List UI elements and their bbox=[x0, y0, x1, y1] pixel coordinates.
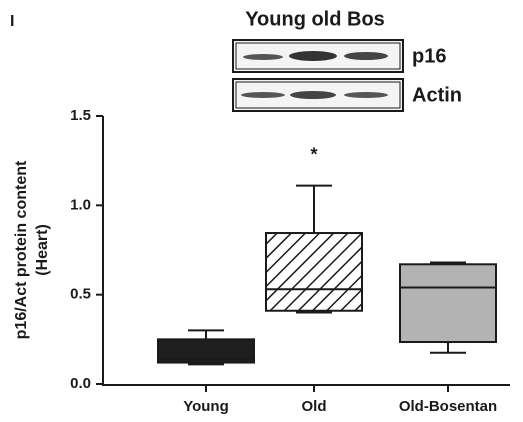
y-axis-label: p16/Act protein content bbox=[13, 160, 30, 339]
x-tick-label: Old-Bosentan bbox=[399, 398, 497, 415]
blot bbox=[232, 39, 404, 112]
blot-title: Young old Bos bbox=[245, 8, 385, 30]
y-tick-label: 0.0 bbox=[70, 375, 91, 392]
blot-label: Actin bbox=[412, 84, 462, 106]
x-tick-label: Young bbox=[183, 398, 229, 415]
y-tick-label: 0.5 bbox=[70, 286, 91, 303]
y-tick-label: 1.0 bbox=[70, 196, 91, 213]
y-tick-label: 1.5 bbox=[70, 107, 91, 124]
box bbox=[265, 232, 363, 312]
box bbox=[157, 338, 255, 364]
y-axis-label: (Heart) bbox=[34, 224, 51, 276]
annotation: * bbox=[310, 144, 317, 164]
blot-label: p16 bbox=[412, 45, 446, 67]
box bbox=[399, 263, 497, 344]
panel-label: I bbox=[10, 13, 14, 30]
x-tick-label: Old bbox=[302, 398, 327, 415]
